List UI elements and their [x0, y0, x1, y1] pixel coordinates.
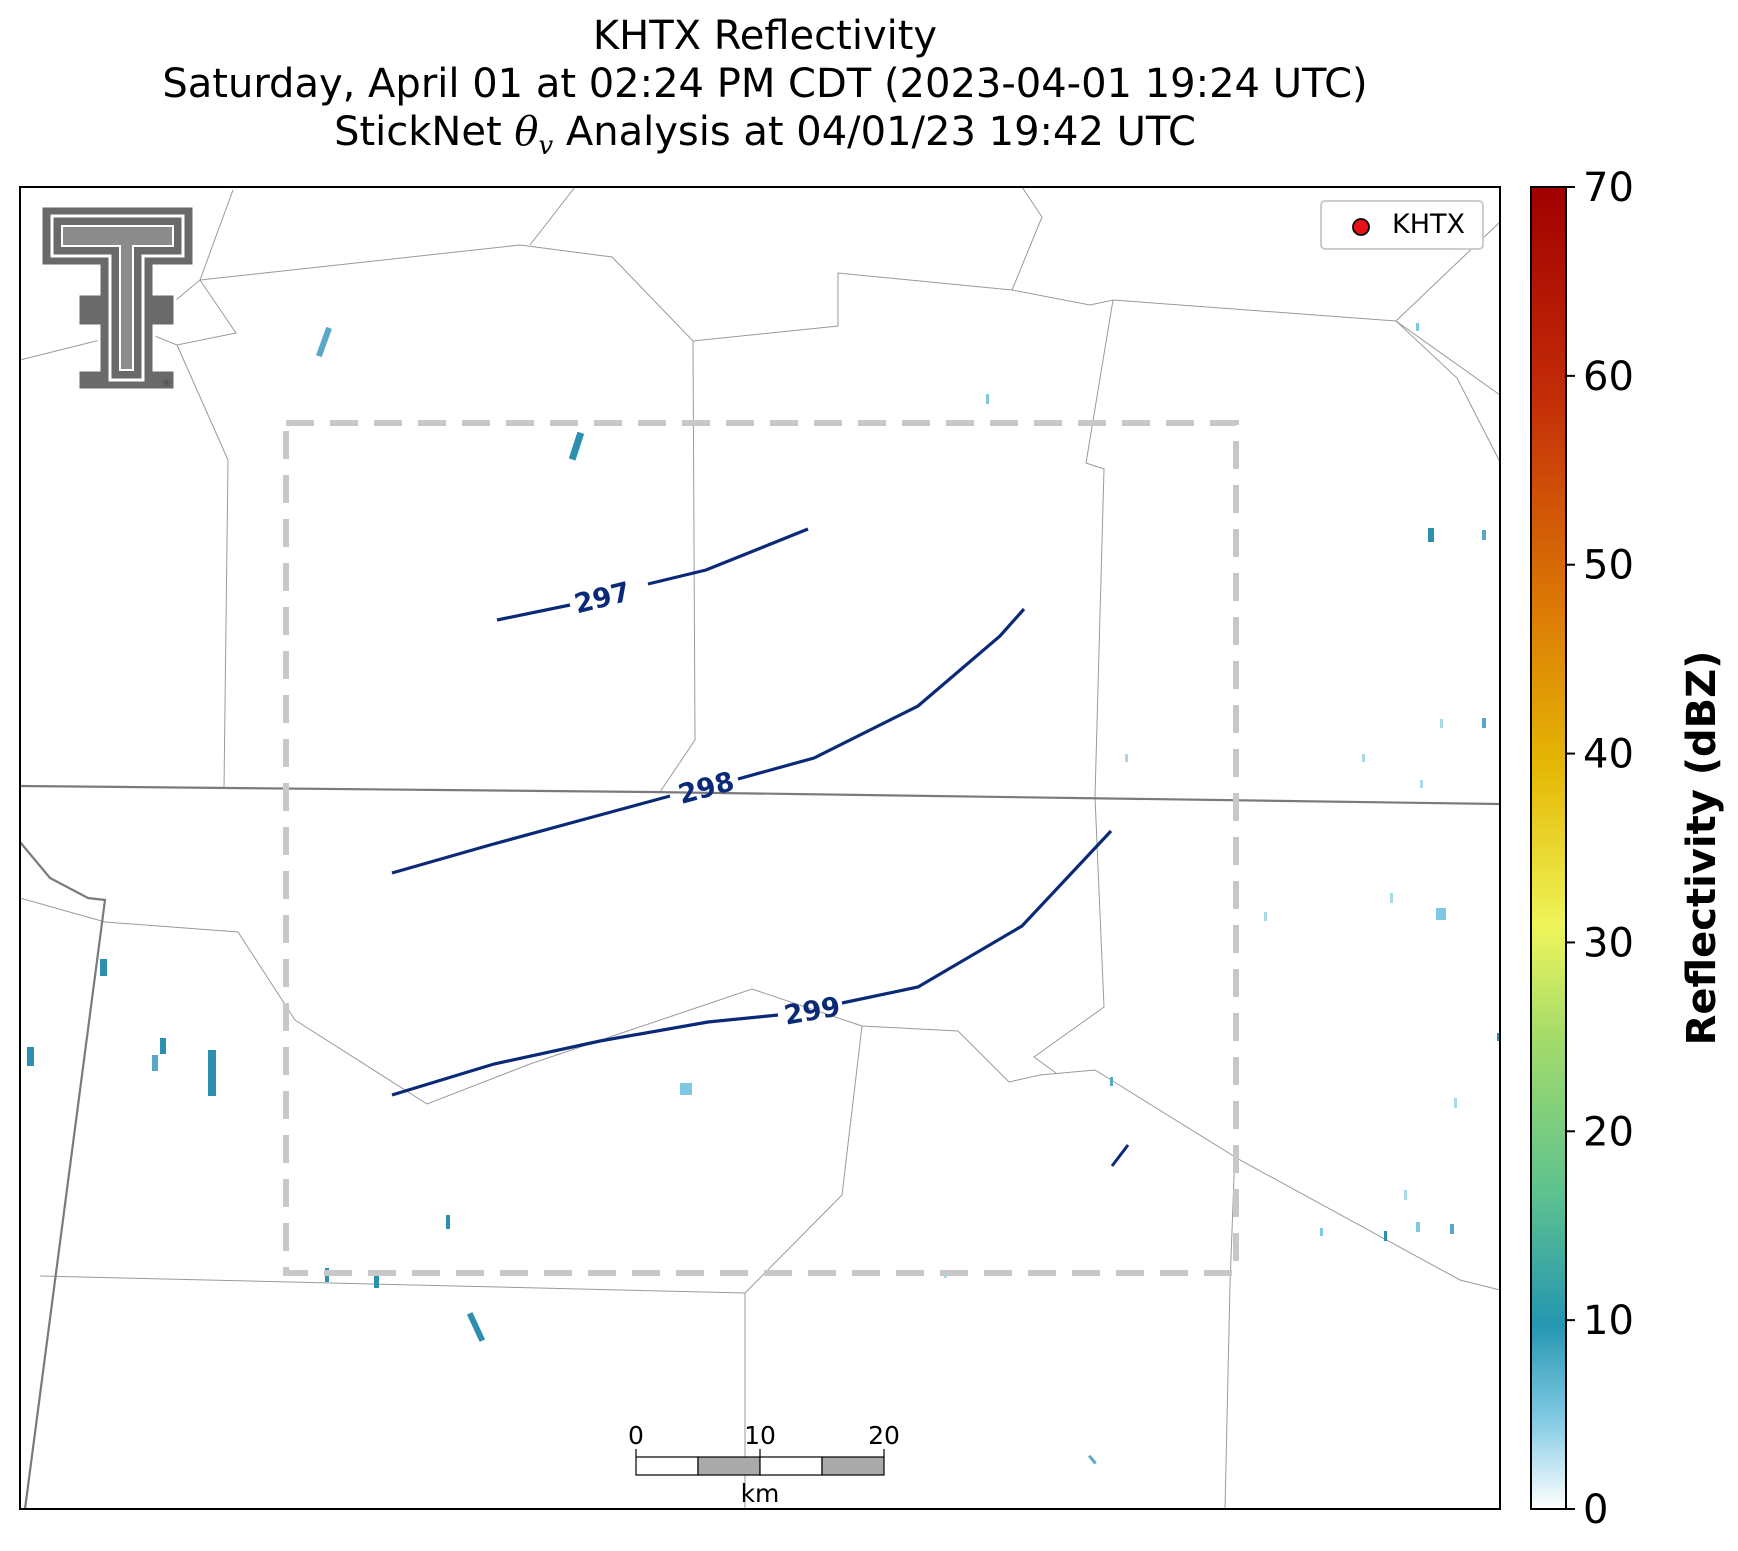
theta-v-contours: [391, 527, 1113, 1097]
radar-site-marker-icon: [1352, 218, 1370, 236]
county-line: [529, 187, 576, 246]
contour-297: [496, 527, 809, 622]
reflectivity-echo: [1454, 1098, 1457, 1108]
scale-label-20: 20: [868, 1421, 900, 1450]
reflectivity-echo: [1390, 893, 1393, 903]
reflectivity-echo: [1110, 1077, 1113, 1086]
scale-label-10: 10: [744, 1421, 776, 1450]
colorbar-tick-label: 10: [1583, 1298, 1634, 1344]
reflectivity-echo: [986, 394, 989, 404]
reflectivity-echo: [160, 1038, 166, 1054]
county-line: [1395, 221, 1500, 322]
county-line: [1033, 299, 1114, 1074]
reflectivity-echo: [1125, 754, 1128, 762]
reflectivity-echo: [1088, 1454, 1097, 1465]
reflectivity-echo: [446, 1215, 450, 1229]
scale-segment: [759, 1456, 823, 1476]
county-line: [199, 244, 1500, 396]
reflectivity-echo: [1264, 912, 1267, 921]
colorbar-ticks: 0 10 20 30 40 50 60 70: [1566, 165, 1634, 1533]
reflectivity-echo: [152, 1055, 158, 1071]
county-line: [39, 1275, 746, 1294]
county-boundaries: [20, 187, 1500, 1509]
county-line: [1395, 320, 1500, 463]
map-frame: [19, 186, 1501, 1510]
county-line: [20, 897, 106, 923]
reflectivity-echo: [1450, 1224, 1454, 1234]
reflectivity-echo: [1482, 718, 1486, 728]
reflectivity-echo: [374, 1274, 379, 1288]
theta-symbol: θv: [514, 109, 554, 161]
scale-segment: [821, 1456, 885, 1476]
scale-unit: km: [741, 1479, 780, 1508]
reflectivity-echo: [466, 1312, 486, 1342]
title-time: Saturday, April 01 at 02:24 PM CDT (2023…: [162, 61, 1368, 107]
reflectivity-echo: [1404, 1190, 1407, 1200]
reflectivity-echo: [27, 1047, 34, 1066]
colorbar-tick-label: 60: [1583, 354, 1634, 400]
county-line: [744, 1025, 863, 1509]
map-background: [20, 187, 1500, 1509]
reflectivity-echo: [1416, 323, 1419, 331]
reflectivity-echo: [316, 326, 332, 358]
scale-label-0: 0: [628, 1421, 644, 1450]
county-line: [176, 344, 229, 789]
reflectivity-echo: [208, 1050, 216, 1096]
reflectivity-echo: [100, 959, 107, 976]
double-t-logo: [39, 204, 196, 392]
contour-298: [391, 607, 1026, 875]
analysis-domain-box: [283, 420, 1239, 1276]
colorbar-tick-label: 70: [1583, 165, 1634, 211]
reflectivity-echo: [1497, 1033, 1500, 1041]
reflectivity-echo: [1320, 1228, 1323, 1236]
county-line: [139, 279, 237, 346]
reflectivity-echo: [1482, 530, 1486, 540]
scale-segment: [635, 1456, 699, 1476]
county-line: [104, 921, 1500, 1291]
colorbar-label: Reflectivity (dBZ): [1679, 651, 1725, 1046]
colorbar-tick-label: 40: [1583, 732, 1634, 778]
colorbar-tick-label: 0: [1583, 1487, 1608, 1533]
reflectivity-field: [27, 323, 1500, 1465]
legend-box: KHTX: [1320, 200, 1484, 250]
reflectivity-echo: [1428, 528, 1434, 542]
reflectivity-echo: [1440, 719, 1443, 728]
reflectivity-echo: [568, 431, 585, 461]
figure-title: KHTX Reflectivity Saturday, April 01 at …: [0, 12, 1530, 170]
reflectivity-echo: [1420, 780, 1423, 788]
registered-mark: ®: [162, 379, 171, 389]
state-line: [20, 841, 107, 1509]
colorbar-tick-label: 30: [1583, 920, 1634, 966]
state-boundaries: [20, 784, 1500, 1509]
legend-label-khtx: KHTX: [1392, 209, 1465, 240]
reflectivity-echo: [1436, 908, 1446, 920]
colorbar-gradient: [1530, 186, 1567, 1510]
colorbar-tick-label: 20: [1583, 1109, 1634, 1155]
map-panel: 297 298 299 ® KHTX 0 10 20 km: [19, 186, 1501, 1510]
legend-frame: [1320, 200, 1484, 250]
double-t-inner-detail: [61, 225, 174, 371]
colorbar-tick-label: 50: [1583, 543, 1634, 589]
reflectivity-echo: [1110, 1144, 1130, 1167]
colorbar: 0 10 20 30 40 50 60 70 Reflectivity (dBZ): [1530, 165, 1725, 1533]
scale-segment: [697, 1456, 761, 1476]
reflectivity-echo: [1384, 1231, 1387, 1241]
state-line: [20, 784, 1500, 806]
reflectivity-echo: [680, 1083, 692, 1095]
title-analysis: StickNet θv Analysis at 04/01/23 19:42 U…: [334, 109, 1196, 161]
contour-299: [391, 829, 1113, 1097]
county-line: [1011, 187, 1043, 291]
scale-bar: 0 10 20 km: [628, 1421, 900, 1508]
double-t-inner: [50, 214, 185, 382]
texas-tech-logo: ®: [39, 204, 196, 392]
title-radar: KHTX Reflectivity: [592, 13, 938, 59]
reflectivity-echo: [1416, 1222, 1420, 1232]
reflectivity-echo: [1362, 754, 1365, 762]
county-line: [659, 340, 696, 793]
